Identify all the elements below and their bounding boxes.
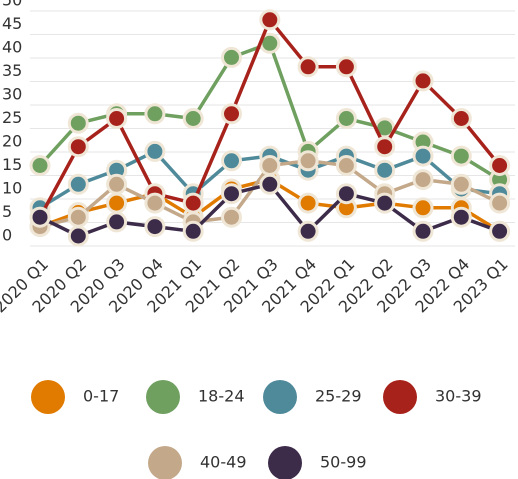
y-tick-label: 25 xyxy=(2,108,22,127)
data-point xyxy=(182,108,204,129)
legend-marker xyxy=(268,446,302,479)
data-point xyxy=(412,169,434,191)
data-point xyxy=(144,103,166,125)
data-point xyxy=(221,46,242,68)
data-point xyxy=(106,108,128,129)
data-point xyxy=(106,192,128,214)
data-point xyxy=(450,173,472,195)
data-point xyxy=(450,145,472,167)
legend-label: 18-24 xyxy=(198,387,245,406)
data-point xyxy=(67,206,89,228)
data-point xyxy=(374,192,396,214)
y-tick-label: 40 xyxy=(2,38,22,57)
data-point xyxy=(297,220,319,242)
data-point xyxy=(412,70,434,92)
data-point xyxy=(489,220,511,242)
y-tick-label: 45 xyxy=(2,14,22,33)
data-point xyxy=(106,211,128,233)
data-point xyxy=(412,220,434,242)
data-point xyxy=(67,173,89,195)
data-point xyxy=(182,220,204,242)
data-point xyxy=(67,112,89,134)
data-point xyxy=(221,150,242,172)
data-point xyxy=(221,103,242,125)
data-point xyxy=(144,216,166,238)
data-point xyxy=(335,183,357,205)
y-tick-label: 5 xyxy=(2,202,12,221)
data-point xyxy=(259,173,281,195)
data-point xyxy=(335,56,357,78)
y-tick-label: 50 xyxy=(2,0,22,10)
data-point xyxy=(29,155,51,176)
data-point xyxy=(297,192,319,214)
data-point xyxy=(489,155,511,176)
legend-label: 40-49 xyxy=(200,453,247,472)
legend-label: 25-29 xyxy=(315,387,362,406)
data-point xyxy=(374,136,396,158)
data-point xyxy=(221,206,242,228)
data-point xyxy=(335,155,357,176)
data-point xyxy=(297,56,319,78)
y-tick-label: 0 xyxy=(2,226,12,245)
legend-marker xyxy=(383,380,417,414)
legend-marker xyxy=(31,380,65,414)
y-tick-label: 15 xyxy=(2,155,22,174)
data-point xyxy=(29,206,51,228)
legend-label: 50-99 xyxy=(320,453,367,472)
data-point xyxy=(144,192,166,214)
data-point xyxy=(259,9,281,31)
data-point xyxy=(489,192,511,214)
legend-marker xyxy=(146,380,180,414)
data-point xyxy=(182,192,204,214)
data-point xyxy=(259,155,281,176)
legend-marker xyxy=(263,380,297,414)
data-point xyxy=(67,136,89,158)
data-point xyxy=(335,108,357,129)
data-point xyxy=(412,197,434,219)
data-point xyxy=(106,173,128,195)
data-point xyxy=(221,183,242,205)
y-tick-label: 10 xyxy=(2,179,22,198)
legend-label: 0-17 xyxy=(83,387,119,406)
y-tick-label: 20 xyxy=(2,132,22,151)
data-point xyxy=(450,108,472,129)
legend-label: 30-39 xyxy=(435,387,482,406)
data-point xyxy=(450,206,472,228)
data-point xyxy=(374,159,396,181)
y-tick-label: 30 xyxy=(2,85,22,104)
legend-marker xyxy=(148,446,182,479)
data-point xyxy=(67,225,89,247)
data-point xyxy=(297,150,319,172)
data-point xyxy=(144,140,166,162)
y-tick-label: 35 xyxy=(2,61,22,80)
data-point xyxy=(412,145,434,167)
